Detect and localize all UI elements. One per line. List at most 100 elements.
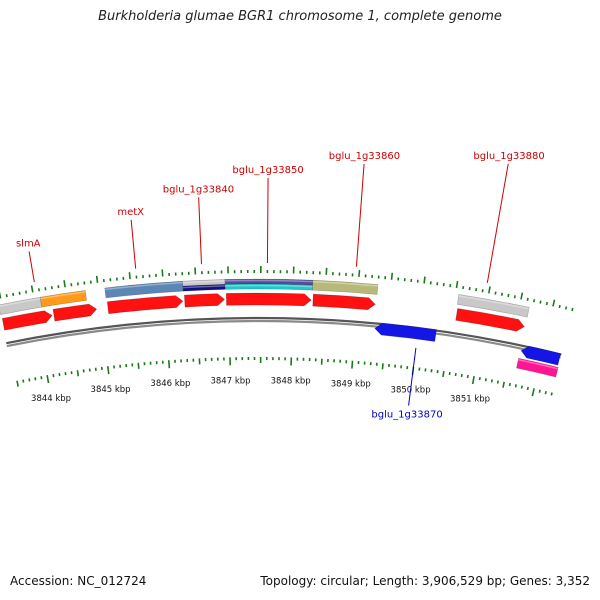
scale-label: 3848 kbp — [271, 376, 311, 386]
outer-tick — [95, 275, 99, 283]
callout-bglu_1g33880 — [486, 163, 509, 284]
outer-tick — [25, 290, 28, 294]
scale-tick — [381, 363, 384, 370]
gene-arrow-bglu_1g33870 — [374, 322, 437, 342]
gene-arrow-metX — [106, 295, 184, 315]
outer-tick — [564, 306, 568, 310]
callout-metX — [130, 219, 137, 269]
outer-tick — [30, 285, 34, 293]
gene-arrow-unlabeled-2 — [520, 345, 562, 366]
scale-tick — [478, 377, 481, 381]
feature-orange-shine — [40, 291, 86, 300]
feature-steel-shine — [104, 281, 183, 291]
feature-magenta-shine — [518, 358, 559, 370]
feature-cyan-shine — [225, 284, 313, 288]
outer-tick — [488, 286, 491, 294]
scale-tick — [490, 379, 493, 383]
callout-bglu_1g33870 — [408, 347, 417, 406]
feature-orange — [39, 290, 87, 308]
feature-grey-1-shine — [0, 297, 41, 307]
scale-tick — [28, 378, 31, 382]
outer-tick — [494, 291, 497, 295]
outer-tick — [526, 297, 529, 302]
gene-label-bglu_1g33870: bglu_1g33870 — [371, 409, 442, 420]
outer-tick — [455, 281, 459, 289]
scale-tick — [544, 390, 547, 395]
scale-label: 3851 kbp — [450, 395, 490, 405]
gene-label-bglu_1g33840: bglu_1g33840 — [163, 184, 234, 195]
gene-arrow-bglu_1g33840 — [184, 293, 226, 308]
outer-tick — [558, 304, 561, 309]
outer-tick — [571, 307, 574, 312]
callout-slmA — [28, 251, 35, 283]
scale-label: 3849 kbp — [331, 380, 371, 390]
outer-tick — [507, 293, 510, 298]
scale-tick — [471, 375, 475, 385]
outer-tick — [18, 291, 21, 295]
callout-bglu_1g33840 — [198, 197, 202, 265]
map-title: Burkholderia glumae BGR1 chromosome 1, c… — [98, 9, 502, 24]
scale-label: 3847 kbp — [210, 376, 250, 386]
scale-tick — [106, 366, 110, 375]
outer-tick — [390, 272, 394, 280]
outer-tick — [513, 295, 516, 299]
scale-tick — [526, 386, 529, 391]
scale-tick — [520, 385, 523, 389]
outer-tick — [161, 269, 164, 277]
scale-tick — [496, 380, 499, 384]
scale-tick — [531, 388, 535, 397]
scale-tick — [167, 360, 171, 369]
gene-arrow-slmA — [1, 310, 53, 331]
scale-tick — [34, 377, 37, 381]
scale-tick — [484, 378, 487, 382]
gene-arrow-bglu_1g33860 — [312, 293, 376, 311]
feature-purple-shine — [224, 279, 313, 283]
scale-label: 3846 kbp — [150, 379, 190, 389]
scale-label: 3845 kbp — [91, 385, 131, 395]
feature-navy — [182, 284, 226, 292]
outer-tick — [63, 280, 66, 288]
feature-magenta — [516, 357, 559, 378]
scale-tick — [22, 379, 25, 383]
topology-summary: Topology: circular; Length: 3,906,529 bp… — [260, 574, 590, 588]
scale-label: 3844 kbp — [31, 394, 71, 404]
outer-tick — [533, 299, 536, 303]
scale-tick — [466, 374, 469, 379]
gene-label-slmA: slmA — [16, 239, 41, 250]
scale-tick — [442, 370, 445, 378]
feature-steel — [104, 280, 184, 299]
outer-tick — [552, 299, 556, 307]
scale-tick — [550, 392, 553, 396]
backbone-inner — [6, 319, 561, 359]
outer-tick — [539, 300, 542, 304]
scale-tick — [76, 370, 80, 377]
scale-tick — [46, 375, 50, 384]
scale-tick — [538, 389, 541, 393]
outer-tick — [5, 294, 8, 298]
outer-tick — [12, 292, 15, 297]
callout-bglu_1g33850 — [266, 178, 269, 264]
feature-navy-shine — [182, 285, 226, 289]
feature-grey-3-shine — [458, 295, 530, 310]
backbone-outer — [6, 316, 562, 356]
feature-cyan — [224, 283, 314, 291]
scale-tick — [16, 380, 19, 387]
accession-text: Accession: NC_012724 — [10, 574, 147, 588]
outer-tick — [128, 272, 131, 280]
outer-tick — [423, 276, 426, 284]
scale-tick — [137, 362, 140, 369]
feature-grey-2-shine — [182, 280, 226, 284]
feature-grey-3 — [456, 294, 530, 318]
scale-tick — [502, 381, 505, 388]
feature-olive-shine — [312, 280, 378, 287]
outer-tick — [481, 289, 484, 293]
outer-tick — [500, 292, 504, 296]
feature-olive — [312, 279, 379, 295]
gene-arrow-bglu_1g33850 — [225, 292, 312, 307]
scale-tick — [508, 382, 511, 387]
gene-label-metX: metX — [117, 207, 144, 218]
gene-arrow-bglu_1g33880 — [455, 308, 525, 332]
scale-tick — [514, 384, 517, 388]
outer-tick — [520, 292, 524, 300]
